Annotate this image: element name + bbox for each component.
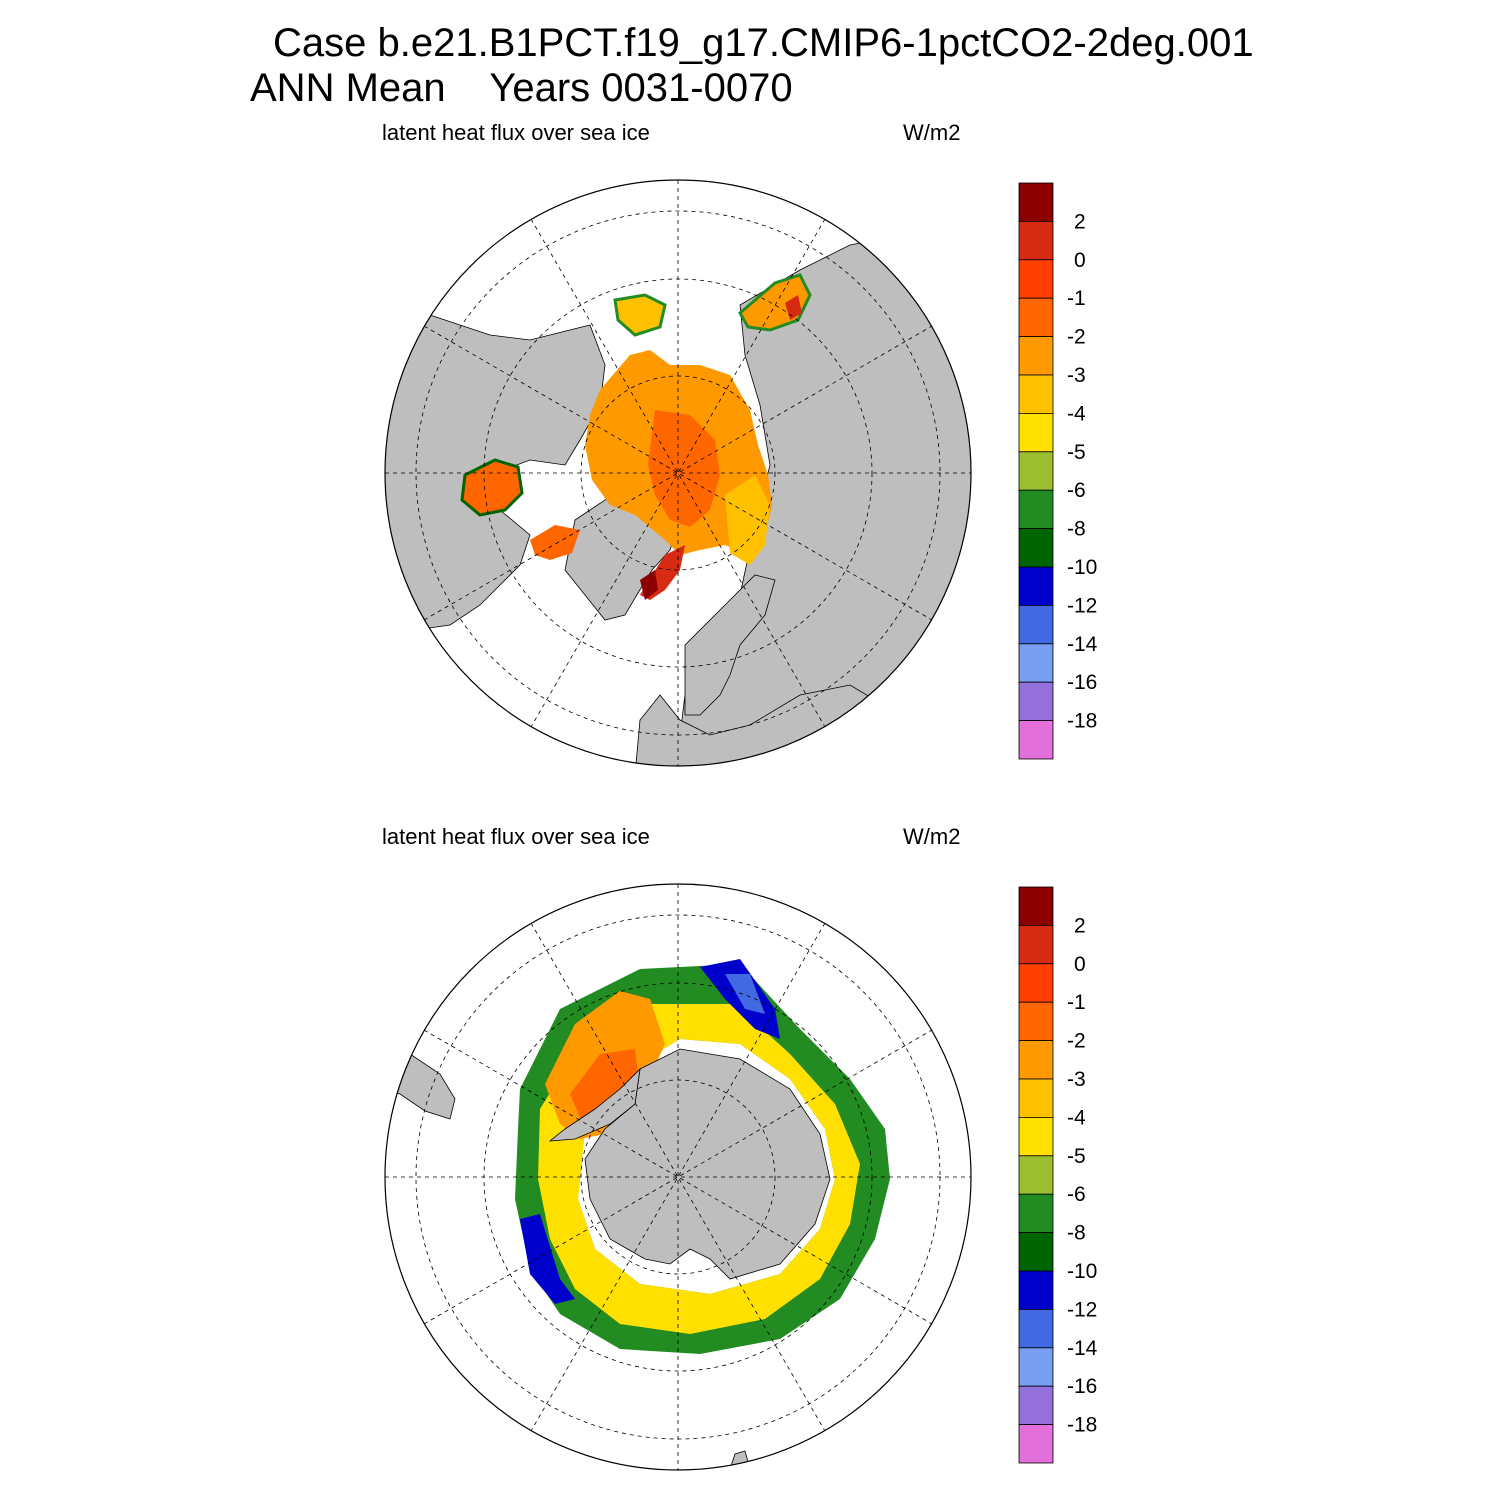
south-colorbar: 2 0 -1 -2 -3 -4 -5 -6 -8 -10 -12 -14 -16 -18 [1018,886,1098,1464]
colorbar-swatch-3 [1018,1001,1054,1041]
colorbar-swatch-10 [1018,1270,1054,1310]
colorbar-label-5: -4 [1067,1106,1086,1129]
colorbar-swatch-9 [1018,528,1054,568]
colorbar-label-6: -5 [1067,1145,1086,1168]
colorbar-swatch-10 [1018,566,1054,606]
panel-north-left-title: latent heat flux over sea ice [382,120,650,145]
colorbar-swatch-14 [1018,1424,1054,1464]
north-polar-map [384,179,972,767]
colorbar-swatch-2 [1018,963,1054,1003]
colorbar-label-0: 2 [1074,210,1086,233]
colorbar-label-9: -10 [1067,1260,1097,1283]
panel-north-units: W/m2 [903,120,961,145]
colorbar-label-11: -14 [1067,633,1098,656]
colorbar-swatch-8 [1018,1193,1054,1234]
colorbar-swatch-1 [1018,925,1054,965]
antarctic-peninsula-land [548,1067,641,1142]
colorbar-label-10: -12 [1067,594,1097,617]
figure-title-period: ANN Mean Years 0031-0070 [250,68,793,108]
panel-south-units: W/m2 [903,824,961,849]
colorbar-label-7: -6 [1067,1183,1086,1206]
colorbar-swatch-13 [1018,681,1054,722]
colorbar-label-12: -16 [1067,671,1097,694]
colorbar-label-2: -1 [1067,991,1086,1014]
north-graticule [385,180,971,766]
colorbar-swatch-5 [1018,1078,1054,1118]
colorbar-label-7: -6 [1067,479,1086,502]
years-label: Years 0031-0070 [489,66,793,110]
colorbar-swatch-6 [1018,412,1054,453]
colorbar-label-4: -3 [1067,364,1086,387]
colorbar-swatch-4 [1018,1040,1054,1080]
colorbar-label-3: -2 [1067,326,1086,349]
colorbar-label-4: -3 [1067,1068,1086,1091]
colorbar-swatch-11 [1018,604,1054,645]
arctic-central-flux [648,410,720,527]
colorbar-swatch-7 [1018,1155,1054,1195]
bering-flux [613,293,667,337]
colorbar-swatch-0 [1018,182,1054,222]
colorbar-swatch-12 [1018,1347,1054,1387]
colorbar-label-13: -18 [1067,1414,1097,1437]
north-colorbar: 2 0 -1 -2 -3 -4 -5 -6 -8 -10 -12 -14 -16 -18 [1018,182,1098,760]
colorbar-label-13: -18 [1067,710,1097,733]
colorbar-label-11: -14 [1067,1337,1098,1360]
east-antarctic-light-blue-flux [725,974,765,1014]
season-label: ANN Mean [250,66,446,110]
colorbar-label-5: -4 [1067,402,1086,425]
colorbar-swatch-0 [1018,886,1054,926]
colorbar-label-8: -8 [1067,518,1086,541]
colorbar-label-8: -8 [1067,1222,1086,1245]
colorbar-swatch-6 [1018,1116,1054,1157]
greenland-south-flux [640,570,658,600]
colorbar-swatch-12 [1018,643,1054,683]
colorbar-label-3: -2 [1067,1030,1086,1053]
scandinavia-land [684,574,776,716]
colorbar-swatch-5 [1018,374,1054,414]
south-polar-map [384,883,972,1471]
arctic-margin-flux [725,475,770,565]
colorbar-swatch-7 [1018,451,1054,491]
colorbar-swatch-14 [1018,720,1054,760]
ross-sea-blue-flux [520,1214,575,1304]
colorbar-label-9: -10 [1067,556,1097,579]
colorbar-label-1: 0 [1074,249,1086,272]
colorbar-swatch-1 [1018,221,1054,261]
colorbar-label-1: 0 [1074,953,1086,976]
colorbar-swatch-4 [1018,336,1054,376]
colorbar-label-0: 2 [1074,914,1086,937]
antarctica-land [584,1048,831,1280]
figure-title-case: Case b.e21.B1PCT.f19_g17.CMIP6-1pctCO2-2… [273,21,1254,65]
colorbar-swatch-3 [1018,297,1054,337]
north-map-border [384,179,972,767]
hudson-bay-flux [460,458,524,517]
colorbar-label-2: -1 [1067,287,1086,310]
colorbar-label-6: -5 [1067,441,1086,464]
colorbar-swatch-8 [1018,489,1054,530]
south-map-border [384,883,972,1471]
colorbar-label-10: -12 [1067,1298,1097,1321]
panel-south-left-title: latent heat flux over sea ice [382,824,650,849]
colorbar-swatch-9 [1018,1232,1054,1272]
colorbar-label-12: -16 [1067,1375,1097,1398]
south-graticule [385,884,971,1470]
colorbar-swatch-13 [1018,1385,1054,1426]
colorbar-swatch-2 [1018,259,1054,299]
colorbar-swatch-11 [1018,1308,1054,1349]
